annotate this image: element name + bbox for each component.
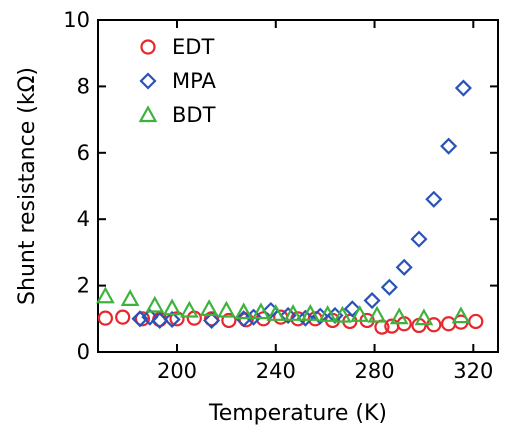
legend-marker-mpa [139, 72, 157, 90]
edt-point [169, 311, 185, 327]
y-tick-label: 10 [63, 8, 90, 32]
bdt-point [283, 304, 303, 321]
bdt-point [251, 302, 271, 320]
x-tick-label: 320 [453, 359, 493, 383]
bdt-point [451, 306, 471, 324]
x-tick-label: 280 [354, 359, 394, 383]
legend-item-mpa: MPA [139, 69, 216, 93]
edt-point [468, 313, 484, 330]
legend-label-mpa: MPA [172, 69, 216, 93]
bdt-point [367, 305, 387, 323]
tick-marks [98, 19, 498, 353]
y-axis-label: Shunt resistance (kΩ) [15, 67, 40, 305]
bdt-point [318, 305, 337, 322]
mpa-point [363, 291, 381, 310]
mpa-point [296, 309, 314, 327]
bdt-point [217, 300, 236, 318]
y-tick-label: 4 [77, 207, 90, 231]
legend-label-bdt: BDT [172, 103, 216, 127]
x-tick-label: 200 [157, 359, 197, 383]
tick-labels: 200 240 280 320 0 2 4 6 8 10 [63, 8, 493, 383]
bdt-point [414, 308, 434, 326]
data-points [96, 79, 484, 335]
x-tick-label: 240 [256, 359, 296, 383]
edt-point [97, 310, 114, 326]
legend-marker-bdt [138, 105, 158, 123]
mpa-point [440, 137, 458, 155]
bdt-point [300, 304, 320, 321]
legend-label-edt: EDT [172, 35, 214, 59]
mpa-point [380, 278, 398, 296]
mpa-point [343, 300, 361, 318]
edt-point [441, 316, 457, 332]
bdt-point [96, 286, 115, 304]
mpa-point [203, 311, 221, 330]
edt-point [115, 309, 131, 325]
legend-item-bdt: BDT [138, 103, 216, 127]
plot-frame [97, 19, 499, 353]
series-bdt [96, 286, 471, 326]
mpa-point [141, 308, 159, 326]
edt-point [134, 311, 151, 327]
bdt-point [333, 305, 352, 323]
mpa-point [410, 230, 428, 248]
mpa-point [151, 311, 169, 330]
legend-marker-edt [140, 39, 156, 55]
mpa-point [425, 190, 443, 208]
legend-item-edt: EDT [140, 35, 214, 59]
x-axis-label: Temperature (K) [208, 401, 387, 426]
bdt-point [145, 295, 165, 313]
y-tick-label: 0 [77, 340, 90, 364]
mpa-point [395, 258, 413, 276]
legend: EDT MPA BDT [138, 35, 216, 127]
bdt-point [266, 304, 286, 321]
y-tick-label: 8 [77, 74, 90, 98]
y-tick-label: 2 [77, 274, 90, 298]
mpa-point [279, 306, 297, 325]
bdt-point [389, 307, 409, 325]
y-tick-label: 6 [77, 141, 90, 165]
mpa-point [163, 310, 181, 329]
bdt-point [350, 305, 370, 322]
bdt-point [162, 298, 182, 316]
edt-point [221, 312, 237, 329]
mpa-point [454, 79, 472, 97]
bdt-point [234, 302, 254, 320]
bdt-point [120, 289, 140, 306]
bdt-point [199, 299, 219, 316]
bdt-point [179, 300, 199, 318]
